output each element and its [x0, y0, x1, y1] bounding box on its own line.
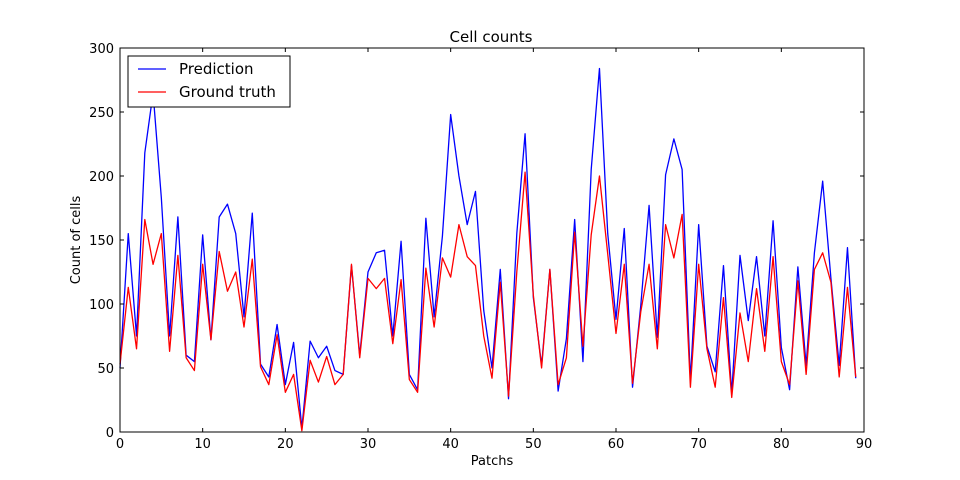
y-tick-label: 0	[106, 426, 114, 441]
series-line-prediction	[119, 67, 857, 429]
y-tick-label: 50	[97, 362, 114, 377]
x-axis: 0 10 20 30 40 50 60 70 80 90	[116, 48, 872, 452]
series-line-ground-truth	[119, 171, 857, 432]
plot-area	[119, 67, 857, 432]
x-tick-label: 20	[277, 437, 294, 452]
x-tick-label: 80	[773, 437, 790, 452]
x-tick-label: 60	[608, 437, 625, 452]
legend-label-prediction: Prediction	[179, 60, 254, 78]
x-tick-label: 40	[442, 437, 459, 452]
y-tick-label: 100	[89, 298, 114, 313]
y-tick-label: 200	[89, 170, 114, 185]
x-tick-label: 50	[525, 437, 542, 452]
x-axis-label: Patchs	[471, 454, 514, 469]
legend-box	[127, 55, 291, 108]
x-tick-label: 0	[116, 437, 124, 452]
chart-title: Cell counts	[450, 28, 533, 46]
legend: Prediction Ground truth	[127, 55, 291, 108]
x-tick-label: 90	[856, 437, 873, 452]
x-tick-label: 10	[194, 437, 211, 452]
y-tick-label: 150	[89, 234, 114, 249]
y-tick-label: 250	[89, 106, 114, 121]
x-tick-label: 70	[690, 437, 707, 452]
y-axis-label: Count of cells	[69, 196, 84, 285]
y-axis: 0 50 100 150 200 250 300	[89, 42, 864, 441]
legend-label-ground-truth: Ground truth	[179, 83, 276, 101]
y-tick-label: 300	[89, 42, 114, 57]
x-tick-label: 30	[360, 437, 377, 452]
